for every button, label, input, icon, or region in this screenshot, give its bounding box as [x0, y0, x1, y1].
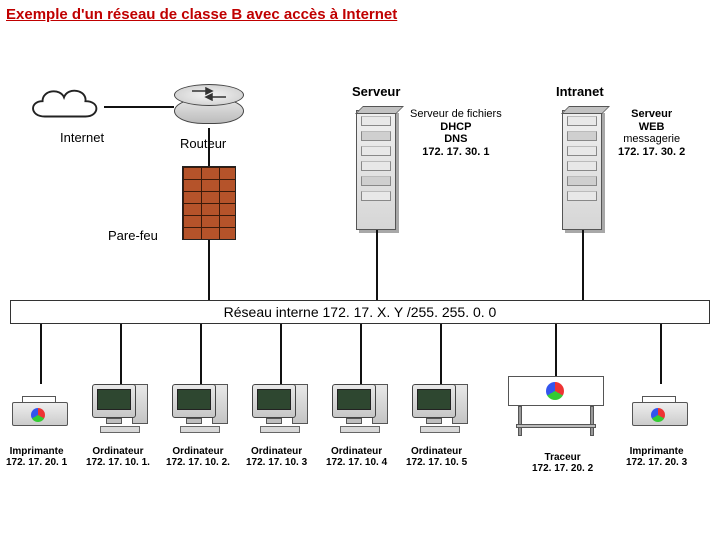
server2-l4: 172. 17. 30. 2 — [618, 146, 685, 159]
printer-left-labels: Imprimante 172. 17. 20. 1 — [6, 446, 67, 468]
internet-node — [24, 82, 104, 128]
computer-icon — [170, 384, 230, 433]
server2-l1: Serveur — [618, 108, 685, 121]
firewall-label: Pare-feu — [108, 228, 158, 243]
server2-l3: messagerie — [618, 133, 685, 146]
drop-pc3 — [280, 324, 282, 384]
printer-left-name: Imprimante — [6, 446, 67, 457]
link-cloud-router — [104, 106, 174, 108]
link-server1-bus — [376, 230, 378, 300]
pc5-ip: 172. 17. 10. 5 — [406, 457, 467, 468]
pc2-name: Ordinateur — [166, 446, 230, 457]
computer-icon — [250, 384, 310, 433]
plotter-ip: 172. 17. 20. 2 — [532, 463, 593, 474]
diagram-title: Exemple d'un réseau de classe B avec acc… — [6, 6, 397, 23]
pc4-node — [330, 384, 390, 433]
printer-right-node — [630, 386, 690, 426]
network-bus: Réseau interne 172. 17. X. Y /255. 255. … — [10, 300, 710, 324]
firewall-icon — [182, 166, 236, 240]
drop-pc2 — [200, 324, 202, 384]
printer-left-node — [10, 386, 70, 426]
router-node — [174, 84, 244, 128]
server1-l4: 172. 17. 30. 1 — [410, 146, 502, 159]
drop-pc5 — [440, 324, 442, 384]
drop-pc1 — [120, 324, 122, 384]
drop-pc4 — [360, 324, 362, 384]
pc4-name: Ordinateur — [326, 446, 387, 457]
server1-l1: Serveur de fichiers — [410, 108, 502, 121]
server-header: Serveur — [352, 84, 400, 99]
server1-labels: Serveur de fichiers DHCP DNS 172. 17. 30… — [410, 108, 502, 159]
server-icon — [356, 110, 396, 230]
pc2-ip: 172. 17. 10. 2. — [166, 457, 230, 468]
drop-printer-left — [40, 324, 42, 384]
plotter-icon — [506, 376, 606, 438]
link-firewall-bus — [208, 240, 210, 300]
router-icon — [174, 84, 244, 128]
pc1-name: Ordinateur — [86, 446, 150, 457]
computer-icon — [90, 384, 150, 433]
printer-right-name: Imprimante — [626, 446, 687, 457]
internet-label: Internet — [60, 130, 104, 145]
plotter-node — [506, 376, 606, 438]
pc1-ip: 172. 17. 10. 1. — [86, 457, 150, 468]
plotter-labels: Traceur 172. 17. 20. 2 — [532, 452, 593, 474]
computer-icon — [410, 384, 470, 433]
pc3-labels: Ordinateur 172. 17. 10. 3 — [246, 446, 307, 468]
link-router-firewall — [208, 128, 210, 166]
printer-icon — [10, 386, 70, 426]
pc3-name: Ordinateur — [246, 446, 307, 457]
server2-l2: WEB — [618, 121, 685, 134]
intranet-header: Intranet — [556, 84, 604, 99]
bus-label: Réseau interne 172. 17. X. Y /255. 255. … — [224, 304, 497, 320]
pc2-node — [170, 384, 230, 433]
server1-l2: DHCP — [410, 121, 502, 134]
pc1-labels: Ordinateur 172. 17. 10. 1. — [86, 446, 150, 468]
computer-icon — [330, 384, 390, 433]
server-icon — [562, 110, 602, 230]
drop-printer-right — [660, 324, 662, 384]
pc4-ip: 172. 17. 10. 4 — [326, 457, 387, 468]
pc2-labels: Ordinateur 172. 17. 10. 2. — [166, 446, 230, 468]
server2-node — [562, 110, 602, 230]
pc1-node — [90, 384, 150, 433]
pc4-labels: Ordinateur 172. 17. 10. 4 — [326, 446, 387, 468]
plotter-name: Traceur — [532, 452, 593, 463]
pc3-node — [250, 384, 310, 433]
server2-labels: Serveur WEB messagerie 172. 17. 30. 2 — [618, 108, 685, 159]
router-label: Routeur — [180, 136, 226, 151]
pc5-node — [410, 384, 470, 433]
printer-icon — [630, 386, 690, 426]
printer-right-labels: Imprimante 172. 17. 20. 3 — [626, 446, 687, 468]
drop-plotter — [555, 324, 557, 376]
server1-node — [356, 110, 396, 230]
pc3-ip: 172. 17. 10. 3 — [246, 457, 307, 468]
pc5-labels: Ordinateur 172. 17. 10. 5 — [406, 446, 467, 468]
pc5-name: Ordinateur — [406, 446, 467, 457]
link-server2-bus — [582, 230, 584, 300]
cloud-icon — [24, 82, 104, 128]
firewall-node — [182, 166, 236, 240]
server1-l3: DNS — [410, 133, 502, 146]
printer-right-ip: 172. 17. 20. 3 — [626, 457, 687, 468]
printer-left-ip: 172. 17. 20. 1 — [6, 457, 67, 468]
